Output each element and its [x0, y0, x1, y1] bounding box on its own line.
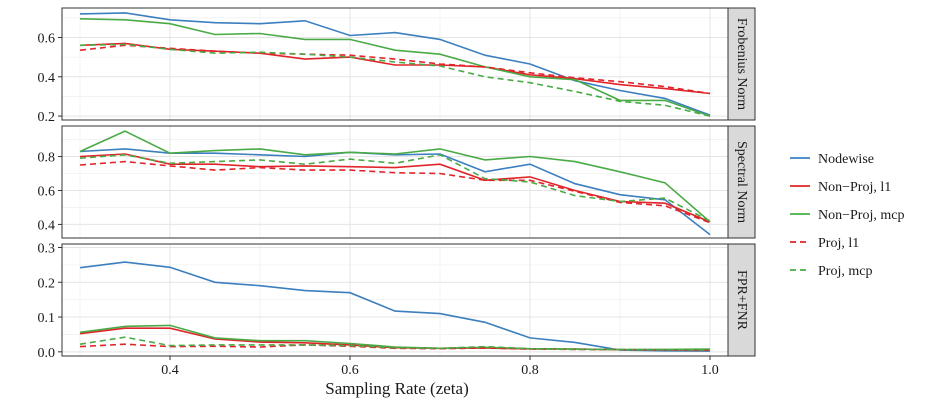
legend-item-non-proj-mcp: Non−Proj, mcp: [790, 208, 904, 223]
strip-label: Frobenius Norm: [734, 18, 749, 110]
series-line-non-proj-mcp: [79, 130, 711, 223]
y-tick-label: 0.6: [38, 184, 56, 199]
legend: Nodewise Non−Proj, l1 Non−Proj, mcp Proj, l…: [790, 152, 904, 279]
series-line-nodewise: [79, 148, 711, 236]
legend-label: Non−Proj, mcp: [818, 208, 904, 223]
legend-item-proj-mcp: Proj, mcp: [790, 264, 872, 279]
legend-item-non-proj-l1: Non−Proj, l1: [790, 180, 891, 195]
x-tick-label: 0.6: [341, 363, 359, 378]
panel-fpr-fnr: 0.0 0.1 0.2 0.3 FPR+FNR: [38, 241, 756, 361]
strip-box: [727, 125, 756, 239]
x-axis-title: Sampling Rate (zeta): [325, 379, 469, 398]
series-line-proj-l1: [79, 343, 711, 352]
legend-item-proj-l1: Proj, l1: [790, 236, 859, 251]
chart-panels: 0.2 0.4 0.6 Frobenius Norm 0.4 0.6 0.8 Spectral…: [38, 7, 756, 361]
legend-label: Proj, l1: [818, 236, 859, 251]
y-tick-label: 0.0: [38, 346, 56, 361]
legend-label: Non−Proj, l1: [818, 180, 891, 195]
x-tick-label: 0.8: [521, 363, 539, 378]
strip-label: FPR+FNR: [734, 270, 749, 331]
series-line-proj-mcp: [79, 43, 711, 117]
legend-label: Nodewise: [818, 152, 874, 167]
x-tick-label: 1.0: [701, 363, 719, 378]
series-line-nodewise: [79, 261, 711, 352]
x-axis: 0.4 0.6 0.8 1.0: [161, 356, 719, 378]
panel-border: [61, 7, 729, 121]
series-line-non-proj-mcp: [79, 18, 711, 117]
strip-box: [727, 243, 756, 357]
y-tick-label: 0.4: [38, 218, 56, 233]
strip-box: [727, 7, 756, 121]
panel-border: [61, 125, 729, 239]
y-tick-label: 0.4: [38, 71, 56, 86]
y-tick-label: 0.2: [38, 110, 56, 125]
series-line-nodewise: [79, 12, 711, 116]
strip-label: Spectral Norm: [734, 141, 749, 223]
y-tick-label: 0.1: [38, 311, 56, 326]
y-tick-label: 0.3: [38, 241, 56, 256]
series-line-proj-mcp: [79, 153, 711, 222]
series-line-non-proj-l1: [79, 153, 711, 223]
legend-item-nodewise: Nodewise: [790, 152, 874, 167]
legend-label: Proj, mcp: [818, 264, 872, 279]
panel-spectral-norm: 0.4 0.6 0.8 Spectral Norm: [38, 125, 756, 239]
y-tick-label: 0.8: [38, 151, 56, 166]
series-line-proj-l1: [79, 160, 711, 224]
y-tick-label: 0.6: [38, 31, 56, 46]
y-tick-label: 0.2: [38, 276, 56, 291]
panel-frobenius-norm: 0.2 0.4 0.6 Frobenius Norm: [38, 7, 756, 125]
x-tick-label: 0.4: [161, 363, 179, 378]
series-line-proj-l1: [79, 44, 711, 95]
